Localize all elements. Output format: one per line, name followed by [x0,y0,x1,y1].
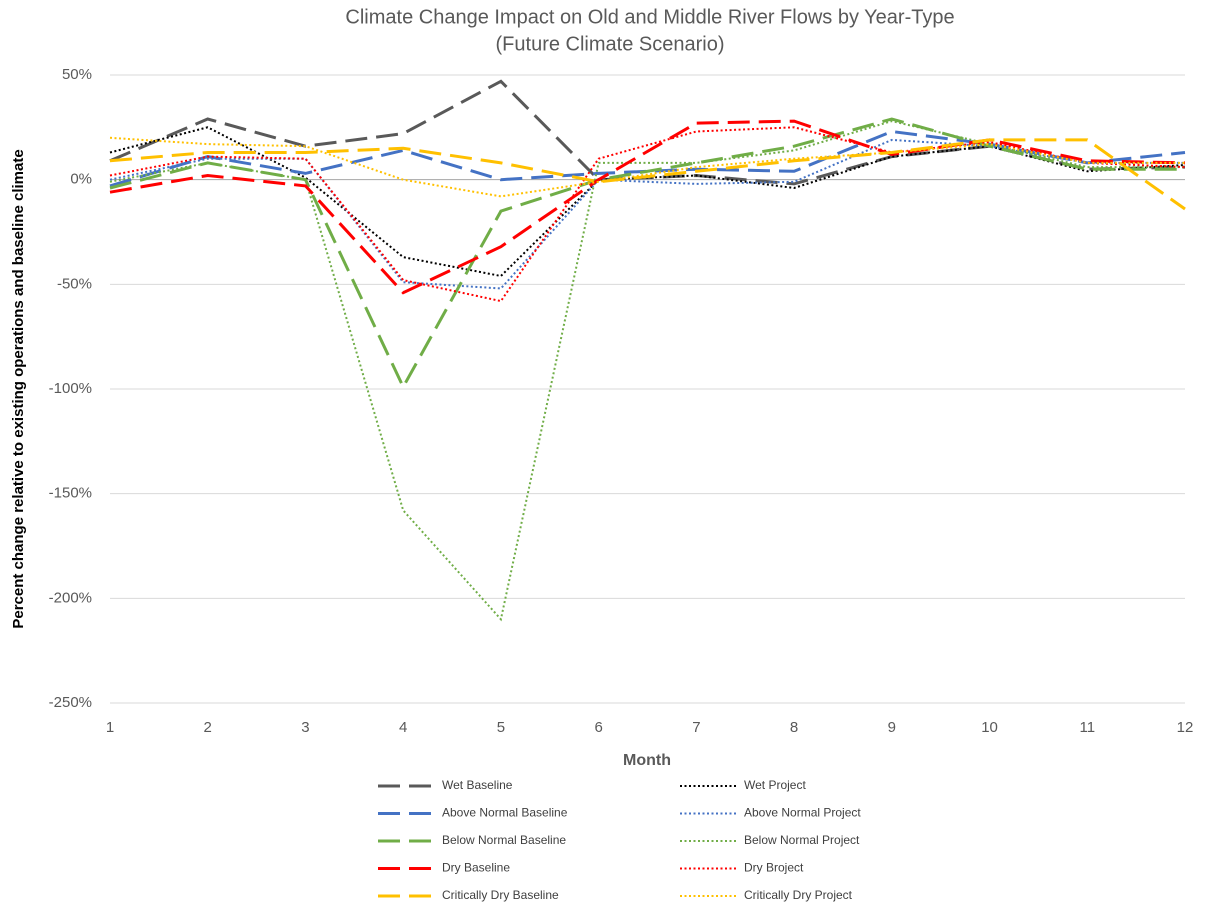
y-tick-label: -200% [49,589,92,606]
x-axis-label: Month [623,752,671,769]
x-tick-label: 7 [692,719,700,736]
legend-label: Dry Broject [744,861,804,875]
y-tick-label: 50% [62,66,92,83]
series-line [109,138,1185,290]
x-tick-label: 12 [1177,719,1194,736]
legend-label: Below Normal Baseline [442,833,566,847]
series-line [109,117,1185,391]
legend-label: Dry Baseline [442,861,510,875]
y-axis-label: Percent change relative to existing oper… [10,149,27,628]
y-tick-label: -100% [49,380,92,397]
series-line [109,119,1186,295]
x-tick-label: 8 [790,719,798,736]
legend-label: Wet Baseline [442,778,513,792]
legend-label: Wet Project [744,778,806,792]
x-tick-label: 3 [301,719,309,736]
series-line [109,126,1186,303]
series-line [109,120,1185,622]
legend-label: Above Normal Baseline [442,806,568,820]
y-tick-label: 0% [70,171,92,188]
legend-label: Critically Dry Project [744,888,853,902]
legend-label: Below Normal Project [744,833,860,847]
x-tick-label: 2 [204,719,212,736]
x-tick-label: 10 [981,719,998,736]
legend-label: Above Normal Project [744,806,861,820]
x-tick-label: 6 [594,719,602,736]
x-tick-label: 4 [399,719,407,736]
y-tick-label: -250% [49,694,92,711]
series-line [109,136,1185,198]
chart-title: Climate Change Impact on Old and Middle … [345,6,954,28]
x-tick-label: 9 [888,719,896,736]
x-tick-label: 5 [497,719,505,736]
chart-subtitle: (Future Climate Scenario) [496,33,725,55]
legend-label: Critically Dry Baseline [442,888,559,902]
series-line [109,138,1186,211]
y-tick-label: -50% [57,275,92,292]
x-tick-label: 11 [1079,719,1095,736]
y-tick-label: -150% [49,485,92,502]
x-tick-label: 1 [106,719,114,736]
